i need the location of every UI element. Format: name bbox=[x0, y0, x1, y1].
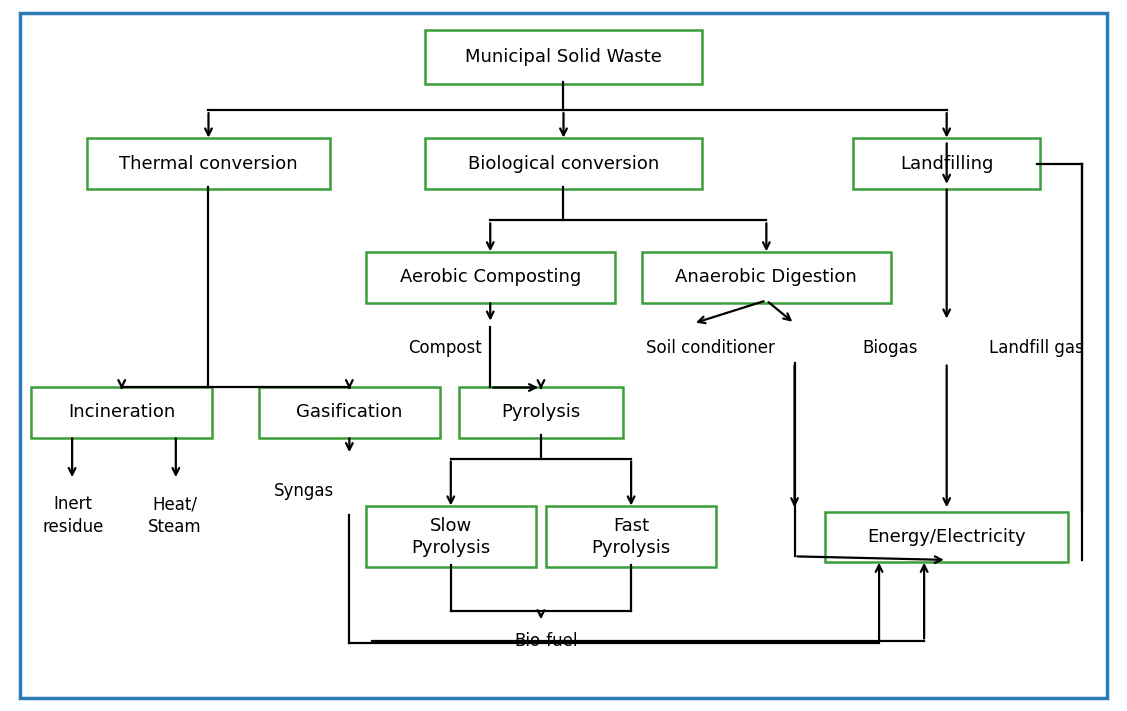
FancyBboxPatch shape bbox=[853, 138, 1040, 188]
FancyBboxPatch shape bbox=[425, 30, 702, 84]
Text: Syngas: Syngas bbox=[274, 481, 335, 500]
Text: Biological conversion: Biological conversion bbox=[468, 154, 659, 173]
Text: Inert
residue: Inert residue bbox=[43, 496, 104, 535]
Text: Landfilling: Landfilling bbox=[900, 154, 993, 173]
Text: Fast
Pyrolysis: Fast Pyrolysis bbox=[592, 517, 671, 557]
Text: Compost: Compost bbox=[408, 339, 482, 358]
Text: Bio-fuel: Bio-fuel bbox=[515, 632, 578, 651]
FancyBboxPatch shape bbox=[545, 506, 717, 567]
FancyBboxPatch shape bbox=[641, 252, 890, 303]
Text: Heat/
Steam: Heat/ Steam bbox=[148, 496, 202, 535]
Text: Energy/Electricity: Energy/Electricity bbox=[868, 528, 1026, 546]
FancyBboxPatch shape bbox=[30, 387, 212, 438]
FancyBboxPatch shape bbox=[459, 387, 623, 438]
Text: Incineration: Incineration bbox=[68, 403, 176, 422]
Text: Slow
Pyrolysis: Slow Pyrolysis bbox=[411, 517, 490, 557]
FancyBboxPatch shape bbox=[425, 138, 702, 188]
Text: Pyrolysis: Pyrolysis bbox=[502, 403, 580, 422]
Text: Landfill gas: Landfill gas bbox=[990, 339, 1084, 358]
FancyBboxPatch shape bbox=[365, 506, 535, 567]
Text: Biogas: Biogas bbox=[862, 339, 919, 358]
Text: Aerobic Composting: Aerobic Composting bbox=[400, 268, 580, 287]
Text: Municipal Solid Waste: Municipal Solid Waste bbox=[465, 48, 662, 66]
FancyBboxPatch shape bbox=[87, 138, 330, 188]
FancyBboxPatch shape bbox=[258, 387, 440, 438]
Text: Thermal conversion: Thermal conversion bbox=[119, 154, 298, 173]
FancyBboxPatch shape bbox=[365, 252, 614, 303]
Text: Anaerobic Digestion: Anaerobic Digestion bbox=[675, 268, 858, 287]
Text: Gasification: Gasification bbox=[296, 403, 402, 422]
Text: Soil conditioner: Soil conditioner bbox=[646, 339, 774, 358]
FancyBboxPatch shape bbox=[825, 512, 1068, 562]
